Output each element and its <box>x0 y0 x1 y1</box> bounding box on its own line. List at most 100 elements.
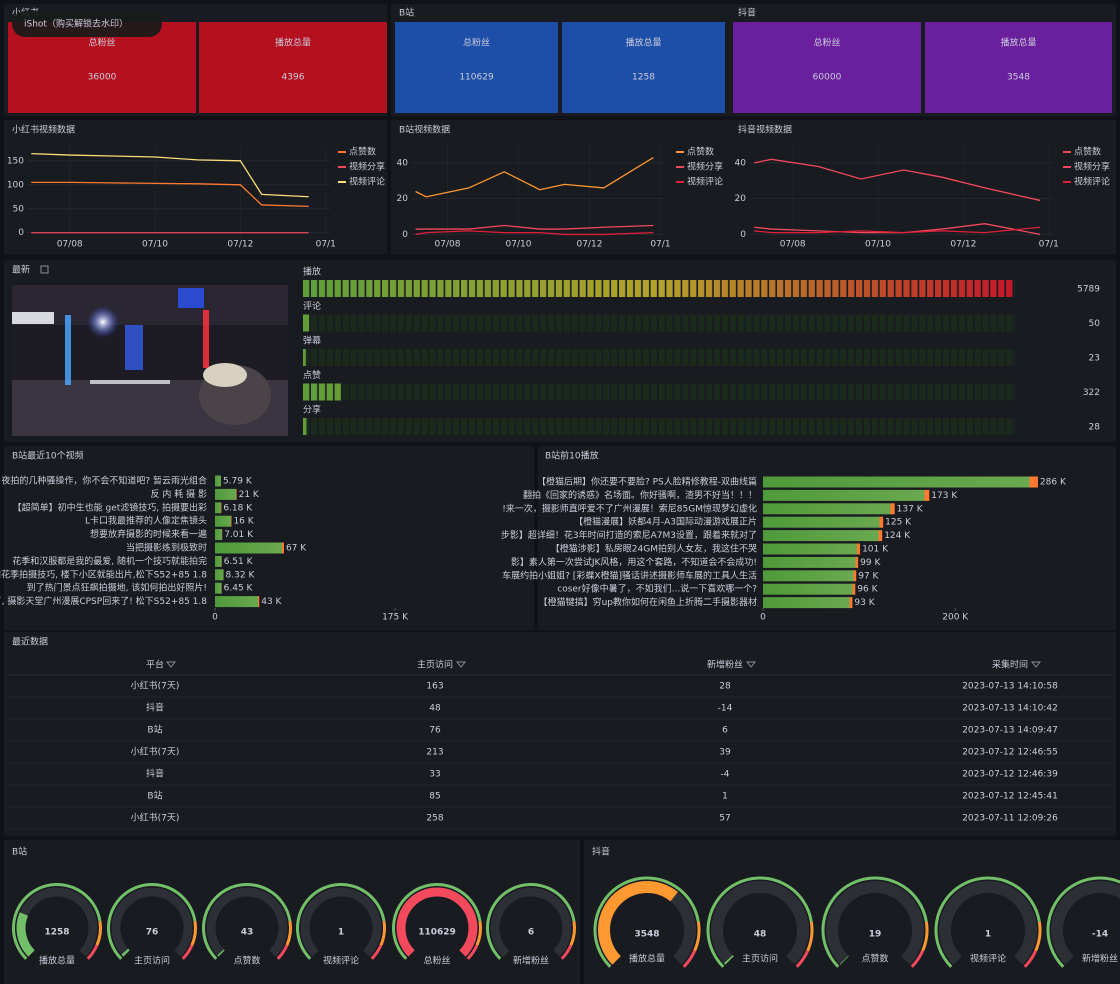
threshold-green <box>202 883 292 960</box>
gauge-value: 19 <box>869 930 882 940</box>
bar-label: 评论 <box>303 300 321 312</box>
y-tick-label: 50 <box>13 204 25 214</box>
gauge-value: 1 <box>338 928 344 938</box>
bar-label: 播放 <box>303 266 321 278</box>
bar-value-label: 93 K <box>854 598 875 608</box>
column-header[interactable]: 采集时间 <box>992 659 1028 671</box>
table-cell: 258 <box>426 814 443 824</box>
bar-label: 想要放弃摄影的时候来看一遍 <box>90 528 207 540</box>
table-cell: -14 <box>718 704 733 714</box>
series-line <box>415 156 654 198</box>
bar-value: 23 <box>1089 354 1100 364</box>
gauge-label: 播放总量 <box>629 953 665 965</box>
legend-label: 视频分享 <box>687 161 723 173</box>
led-gaps <box>303 349 1015 366</box>
column-header[interactable]: 主页访问 <box>417 659 453 671</box>
gauge-value: 6 <box>528 928 534 938</box>
chart-title: B站视频数据 <box>399 124 450 136</box>
bar-value-label: 6.18 K <box>223 503 253 513</box>
gauge-value: 3548 <box>634 930 659 940</box>
bar-value-label: 67 K <box>286 544 307 554</box>
table-cell: 1 <box>722 792 728 802</box>
bar-label: 步影】超详细！花3年时间打造的索尼A7M3设置，跟着来就对了 <box>501 529 757 541</box>
threshold-orange <box>475 920 482 946</box>
bar-value-label: 16 K <box>233 517 254 527</box>
y-tick-label: 20 <box>397 194 409 204</box>
bar-label: coser好像中暑了，不如我们...说一下喜欢哪一个? <box>557 583 757 595</box>
threshold-green <box>392 883 482 960</box>
filter-icon[interactable] <box>455 661 467 668</box>
threshold-orange <box>285 920 292 946</box>
panel <box>4 632 1116 836</box>
threshold-orange <box>95 920 102 946</box>
filter-icon[interactable] <box>1030 661 1042 668</box>
gauge-track <box>826 881 924 965</box>
table-cell: 2023-07-11 12:09:26 <box>962 814 1058 824</box>
gauge-track <box>1051 881 1120 965</box>
threshold-orange <box>921 921 929 952</box>
stat-box <box>8 22 196 113</box>
column-header[interactable]: 新增粉丝 <box>707 659 743 671</box>
bar-value-label: 97 K <box>858 571 879 581</box>
bar <box>215 475 221 487</box>
gauge-label: 总粉丝 <box>423 955 450 967</box>
bar-value: 50 <box>1089 319 1101 329</box>
x-tick-label: 07/12 <box>576 240 602 250</box>
gauge-label: 新增粉丝 <box>1082 953 1118 965</box>
bar <box>215 529 223 541</box>
bar-value-label: 21 K <box>239 490 260 500</box>
threshold-red <box>560 944 573 960</box>
series-line <box>31 181 309 208</box>
bar <box>215 596 260 608</box>
bar-value: 28 <box>1089 423 1101 433</box>
threshold-red <box>1023 950 1038 968</box>
filter-icon[interactable] <box>745 661 757 668</box>
bar <box>763 489 930 501</box>
bar <box>763 583 856 595</box>
stat-box <box>925 22 1112 113</box>
panel <box>4 840 580 984</box>
threshold-red <box>181 944 194 960</box>
bar-label: 到了热门景点狂飙拍摄地, 该如何拍出好照片! <box>27 582 207 594</box>
bar-label: 影】素人第一次尝试JK风格，用这个套路，不知道会不会成功! <box>511 556 757 568</box>
bar-label: 点赞 <box>303 369 321 381</box>
x-tick-label: 175 K <box>382 613 409 623</box>
legend-label: 视频分享 <box>349 161 385 173</box>
gauge-value: 110629 <box>418 928 456 938</box>
bar-value-label: 6.51 K <box>224 557 254 567</box>
bar-label: 广州花季拍摄技巧, 楼下小区就能出片,松下S52+85 1.8 <box>0 568 207 580</box>
x-tick-label: 07/12 <box>950 240 976 250</box>
bar-value-label: 124 K <box>884 531 911 541</box>
y-tick-label: 40 <box>735 158 747 168</box>
column-header[interactable]: 平台 <box>146 659 164 671</box>
gauge-value: 76 <box>146 928 159 938</box>
table-cell: 76 <box>429 726 441 736</box>
x-tick-label: 200 K <box>942 613 969 623</box>
gauge-fill <box>723 955 734 965</box>
gauge-value: -14 <box>1092 930 1108 940</box>
gauge-label: 主页访问 <box>742 953 778 965</box>
table-cell: 2023-07-13 14:10:42 <box>962 704 1058 714</box>
table-cell: 33 <box>429 770 440 780</box>
gauge-value: 1 <box>985 930 991 940</box>
filter-icon[interactable] <box>165 661 177 668</box>
legend-label: 点赞数 <box>1074 146 1101 158</box>
panel-title: 抖音 <box>592 846 610 858</box>
threshold-orange <box>379 920 386 946</box>
threshold-red <box>682 950 697 968</box>
gauge-value: 43 <box>241 928 254 938</box>
x-tick-label: 0 <box>760 613 766 623</box>
legend-label: 点赞数 <box>687 146 714 158</box>
table-cell: 2023-07-12 12:45:41 <box>962 792 1058 802</box>
bar-label: 【橙猫涉影】私房眼24GM拍别人女友，我这住不哭 <box>551 543 757 555</box>
bar <box>763 476 1038 488</box>
bar-value-label: 99 K <box>860 558 881 568</box>
table-cell: B站 <box>147 790 162 802</box>
table-cell: 39 <box>719 748 731 758</box>
x-tick-label: 07/08 <box>780 240 806 250</box>
series-line <box>415 224 654 230</box>
panel-title: 抖音 <box>738 7 756 19</box>
table-cell: 小红书(7天) <box>131 746 180 758</box>
bar <box>215 515 232 527</box>
table-cell: 抖音 <box>146 702 164 714</box>
